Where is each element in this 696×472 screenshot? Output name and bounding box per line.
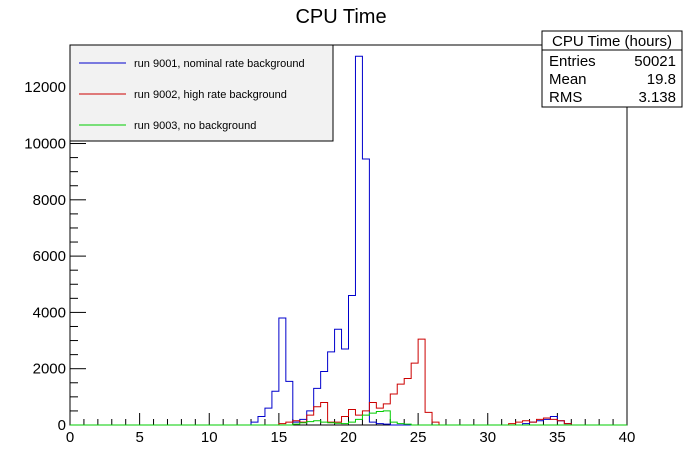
stats-rms-value: 3.138 xyxy=(638,89,676,106)
x-tick-label: 5 xyxy=(135,429,143,446)
y-tick-label: 12000 xyxy=(24,79,66,96)
x-tick-label: 0 xyxy=(66,429,74,446)
x-tick-label: 25 xyxy=(410,429,427,446)
stats-mean-label: Mean xyxy=(549,71,587,88)
stats-mean-value: 19.8 xyxy=(647,71,676,88)
y-tick-label: 8000 xyxy=(33,192,66,209)
stats-box-frame xyxy=(541,30,683,108)
stats-box-title: CPU Time (hours) xyxy=(552,33,672,50)
legend-label-3: run 9003, no background xyxy=(134,120,256,132)
chart-title: CPU Time xyxy=(295,6,386,28)
y-tick-label: 4000 xyxy=(33,304,66,321)
histogram-series xyxy=(70,55,627,426)
x-tick-label: 20 xyxy=(340,429,357,446)
y-tick-label: 6000 xyxy=(33,248,66,265)
y-tick-label: 0 xyxy=(58,417,66,434)
legend-label-1: run 9001, nominal rate background xyxy=(134,58,305,70)
stats-entries-label: Entries xyxy=(549,53,596,70)
stats-box: CPU Time (hours) Entries 50021 Mean 19.8… xyxy=(541,30,683,108)
axis-ticks xyxy=(69,44,628,426)
x-tick-label: 15 xyxy=(271,429,288,446)
y-tick-label: 10000 xyxy=(24,136,66,153)
x-axis-tick-labels: 0 5 10 15 20 25 30 35 40 xyxy=(66,429,636,446)
series-line-3 xyxy=(70,410,627,426)
x-tick-label: 35 xyxy=(549,429,566,446)
legend-label-2: run 9002, high rate background xyxy=(134,89,287,101)
x-tick-label: 30 xyxy=(479,429,496,446)
stats-entries-value: 50021 xyxy=(634,53,676,70)
series-line-2 xyxy=(70,338,627,426)
x-tick-label: 40 xyxy=(619,429,636,446)
stats-rms-label: RMS xyxy=(549,89,582,106)
x-tick-label: 10 xyxy=(201,429,218,446)
y-tick-label: 2000 xyxy=(33,361,66,378)
legend: run 9001, nominal rate background run 900… xyxy=(69,44,334,142)
y-axis-tick-labels: 0 2000 4000 6000 8000 10000 12000 xyxy=(24,79,66,434)
